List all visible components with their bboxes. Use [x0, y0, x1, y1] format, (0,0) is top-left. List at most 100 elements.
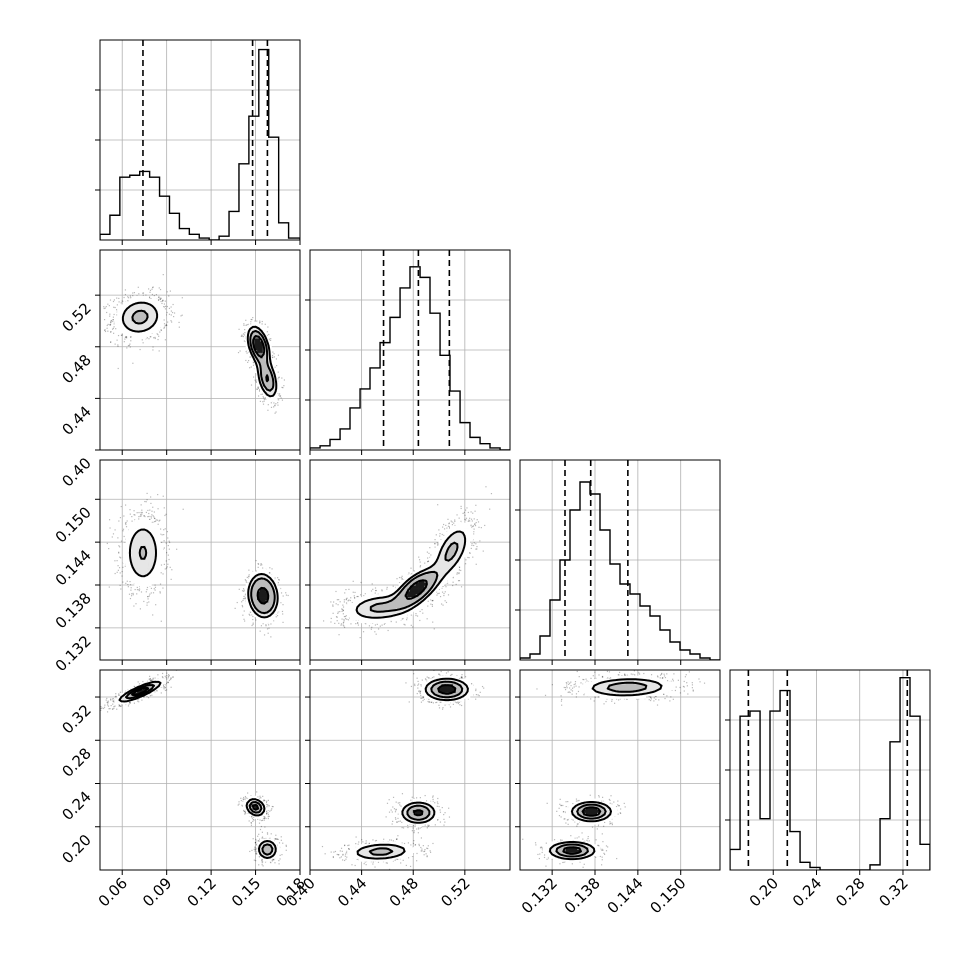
- density-cell: [257, 571, 261, 575]
- sample-point: [164, 305, 167, 307]
- sample-point: [127, 297, 130, 299]
- density-cell: [151, 554, 155, 558]
- sample-point: [246, 576, 248, 579]
- density-cell: [268, 378, 272, 382]
- sample-point: [143, 515, 146, 517]
- density-cell: [151, 531, 155, 535]
- density-cell: [128, 537, 132, 541]
- sample-point: [150, 502, 152, 505]
- density-cell: [254, 367, 258, 371]
- sample-point: [106, 324, 108, 327]
- density-cell: [154, 324, 158, 328]
- density-cell: [154, 327, 158, 331]
- sample-point: [247, 323, 250, 326]
- density-cell: [142, 327, 147, 331]
- density-cell: [257, 568, 261, 572]
- sample-point: [262, 567, 264, 569]
- sample-point: [150, 515, 152, 518]
- sample-point: [255, 619, 257, 621]
- sample-point: [281, 610, 284, 613]
- sample-point: [152, 346, 154, 348]
- density-cell: [140, 560, 144, 564]
- density-cell: [154, 537, 158, 541]
- density-cell: [145, 295, 149, 299]
- density-cell: [248, 330, 252, 334]
- density-cell: [134, 548, 138, 552]
- sample-point: [259, 389, 261, 391]
- sample-point: [138, 590, 140, 592]
- sample-point: [131, 593, 133, 595]
- density-cell: [245, 327, 249, 331]
- sample-point: [242, 333, 245, 335]
- density-cell: [254, 341, 258, 345]
- density-cell: [122, 542, 127, 547]
- density-cell: [257, 574, 261, 578]
- sample-point: [261, 320, 263, 323]
- sample-point: [249, 611, 252, 613]
- sample-point: [268, 627, 270, 629]
- density-cell: [265, 381, 269, 385]
- density-cell: [134, 560, 138, 564]
- y-tick-label: 0.52: [58, 299, 94, 335]
- density-cell: [260, 574, 264, 578]
- sample-point: [160, 329, 162, 331]
- density-cell: [134, 315, 138, 319]
- sample-point: [146, 337, 148, 339]
- sample-point: [166, 311, 168, 314]
- density-cell: [145, 321, 149, 325]
- density-cell: [128, 534, 132, 538]
- sample-point: [278, 579, 280, 581]
- sample-point: [112, 319, 114, 321]
- sample-point: [258, 390, 261, 392]
- density-cell: [134, 568, 138, 572]
- density-cell: [151, 310, 155, 314]
- sample-point: [154, 517, 156, 520]
- density-cell: [117, 315, 121, 319]
- sample-point: [167, 537, 169, 539]
- sample-point: [149, 289, 152, 292]
- density-cell: [157, 554, 161, 558]
- density-cell: [271, 361, 275, 365]
- density-cell: [137, 571, 141, 575]
- density-cell: [117, 318, 121, 322]
- density-cell: [145, 332, 149, 337]
- density-cell: [122, 330, 127, 334]
- density-cell: [117, 321, 121, 325]
- sample-point: [245, 319, 247, 321]
- sample-point: [270, 338, 272, 340]
- sample-point: [116, 560, 118, 562]
- density-cell: [148, 522, 152, 527]
- sample-point: [107, 303, 109, 305]
- density-cell: [140, 531, 144, 535]
- sample-point: [106, 327, 108, 329]
- sample-point: [146, 588, 148, 591]
- sample-point: [158, 287, 160, 289]
- sample-point: [157, 523, 159, 525]
- density-cell: [137, 522, 141, 527]
- density-cell: [268, 381, 272, 385]
- density-cell: [117, 327, 121, 331]
- sample-point: [154, 586, 157, 588]
- density-cell: [145, 522, 149, 527]
- sample-point: [143, 515, 145, 517]
- density-cell: [142, 295, 147, 299]
- sample-point: [164, 300, 166, 302]
- density-cell: [260, 358, 264, 362]
- density-cell: [128, 531, 132, 535]
- sample-point: [141, 339, 143, 341]
- density-cell: [271, 390, 275, 394]
- sample-point: [150, 336, 152, 338]
- density-cell: [148, 551, 152, 555]
- sample-point: [277, 378, 279, 380]
- density-cell: [148, 298, 152, 302]
- sample-point: [110, 331, 112, 333]
- sample-point: [112, 319, 114, 321]
- sample-point: [237, 351, 240, 354]
- density-cell: [131, 571, 135, 575]
- sample-point: [166, 324, 168, 327]
- density-cell: [131, 304, 135, 308]
- sample-point: [157, 508, 159, 510]
- density-cell: [142, 335, 147, 339]
- sample-point: [265, 625, 267, 627]
- density-cell: [137, 537, 141, 541]
